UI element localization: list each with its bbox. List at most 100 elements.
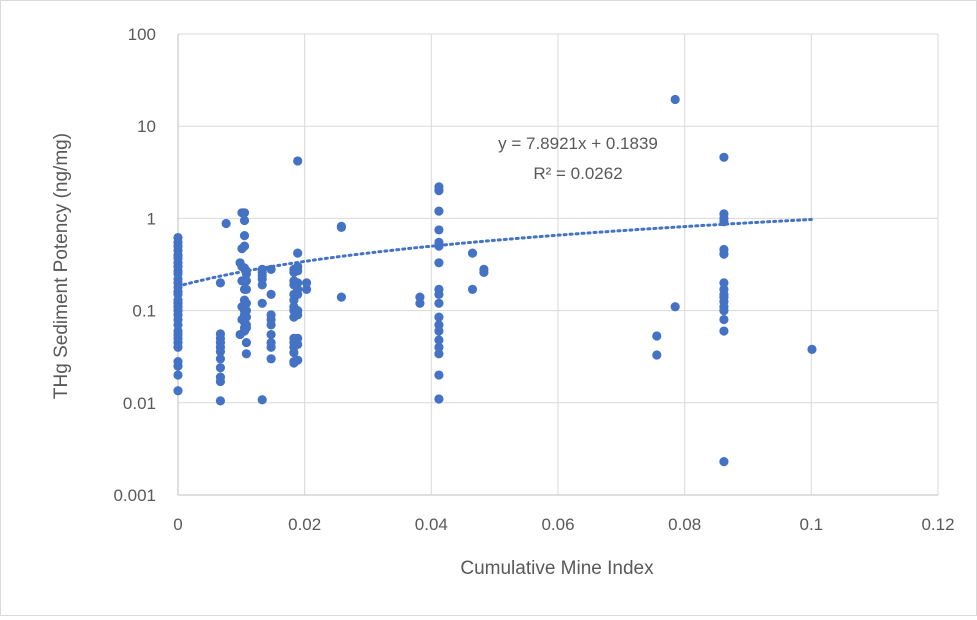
data-point: [289, 348, 299, 358]
data-point: [239, 215, 250, 226]
data-point: [266, 320, 276, 330]
x-tick-label: 0.04: [415, 515, 448, 534]
data-point: [293, 248, 303, 258]
data-point: [293, 156, 303, 166]
y-tick-label: 100: [128, 25, 156, 44]
data-point: [652, 331, 662, 341]
data-point: [293, 289, 303, 299]
data-point: [434, 326, 444, 336]
trendline-equation: y = 7.8921x + 0.1839: [498, 134, 658, 153]
x-tick-labels: 0 0.02 0.04 0.06 0.08 0.1 0.12: [173, 515, 954, 534]
x-tick-label: 0.08: [668, 515, 701, 534]
data-point: [241, 349, 251, 359]
trendline: [176, 217, 813, 288]
data-point: [301, 284, 312, 294]
data-point: [719, 217, 729, 227]
y-tick-label: 0.01: [123, 394, 156, 413]
y-axis-label: THg Sediment Potency (ng/mg): [51, 133, 72, 399]
data-point: [173, 386, 183, 396]
data-point: [434, 258, 444, 268]
data-point: [173, 342, 183, 352]
data-point: [241, 269, 251, 279]
y-tick-label: 0.001: [113, 486, 156, 505]
data-point: [173, 370, 183, 380]
data-point: [434, 186, 444, 196]
data-point: [434, 289, 444, 299]
data-points: [173, 94, 817, 467]
data-point: [241, 276, 251, 286]
data-point: [719, 278, 729, 288]
data-point: [719, 457, 729, 467]
data-point: [807, 344, 817, 354]
gridlines: [178, 33, 939, 495]
trendline-r-squared: R² = 0.0262: [533, 164, 622, 183]
y-tick-label: 0.1: [132, 302, 156, 321]
y-tick-label: 10: [137, 117, 156, 136]
data-point: [266, 289, 276, 299]
data-point: [670, 302, 680, 312]
data-point: [239, 241, 250, 251]
data-point: [434, 312, 444, 322]
data-point: [719, 306, 729, 316]
trendline-group: [176, 217, 813, 288]
data-point: [215, 346, 226, 357]
data-point: [336, 292, 346, 302]
data-point: [434, 349, 444, 359]
data-point: [434, 342, 444, 352]
data-point: [293, 339, 303, 349]
data-point: [266, 354, 276, 364]
x-tick-label: 0.06: [541, 515, 574, 534]
data-point: [215, 376, 226, 387]
data-point: [241, 337, 251, 348]
data-point: [257, 298, 267, 308]
data-point: [719, 152, 729, 162]
data-point: [293, 278, 303, 288]
data-point: [719, 326, 729, 336]
data-point: [434, 370, 444, 380]
data-point: [221, 218, 231, 229]
data-point: [434, 335, 444, 345]
data-point: [434, 206, 444, 216]
x-tick-label: 0: [173, 515, 182, 534]
data-point: [336, 222, 346, 232]
data-point: [215, 396, 226, 406]
data-point: [293, 355, 303, 365]
data-point: [434, 241, 444, 251]
data-point: [257, 280, 267, 290]
data-point: [241, 284, 251, 294]
data-point: [293, 310, 303, 320]
data-point: [241, 323, 251, 333]
data-point: [434, 298, 444, 308]
y-tick-label: 1: [147, 209, 156, 228]
data-point: [239, 208, 250, 218]
data-point: [415, 298, 425, 308]
data-point: [257, 395, 267, 405]
data-point: [301, 278, 312, 288]
data-point: [467, 284, 478, 294]
data-point: [479, 267, 489, 277]
data-point: [241, 312, 251, 322]
data-point: [293, 266, 303, 276]
data-point: [266, 264, 276, 274]
data-point: [266, 342, 276, 352]
data-point: [652, 350, 662, 360]
data-point: [719, 314, 729, 325]
data-point: [719, 249, 729, 259]
x-axis-label: Cumulative Mine Index: [460, 558, 654, 579]
data-point: [434, 225, 444, 235]
data-point: [266, 329, 276, 340]
x-tick-label: 0.12: [921, 515, 954, 534]
data-point: [215, 363, 226, 373]
x-tick-label: 0.02: [288, 515, 321, 534]
x-tick-label: 0.1: [800, 515, 824, 534]
data-point: [241, 306, 251, 316]
data-point: [215, 278, 226, 288]
data-point: [670, 94, 680, 105]
data-point: [241, 298, 251, 308]
data-point: [173, 361, 183, 371]
data-point: [215, 354, 226, 364]
data-point: [239, 231, 250, 241]
data-point: [467, 248, 478, 258]
